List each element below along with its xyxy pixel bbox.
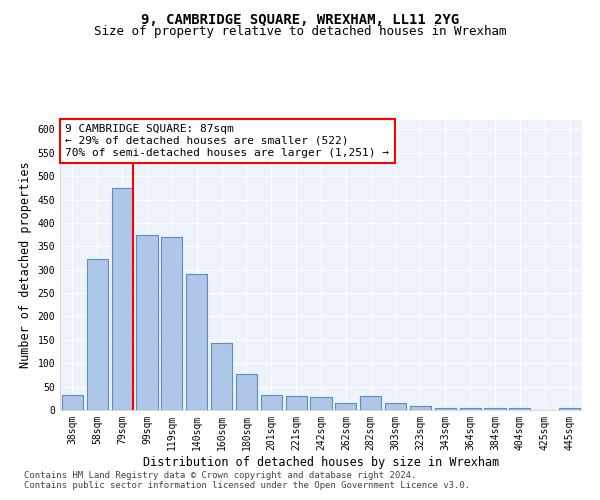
Bar [261,395,282,410]
Bar [310,398,332,410]
Bar [236,374,257,410]
Bar [360,396,381,410]
Text: 9, CAMBRIDGE SQUARE, WREXHAM, LL11 2YG: 9, CAMBRIDGE SQUARE, WREXHAM, LL11 2YG [141,12,459,26]
Text: Contains public sector information licensed under the Open Government Licence v3: Contains public sector information licen… [24,481,470,490]
Bar [286,396,307,410]
Y-axis label: Number of detached properties: Number of detached properties [19,162,32,368]
Text: 9 CAMBRIDGE SQUARE: 87sqm
← 29% of detached houses are smaller (522)
70% of semi: 9 CAMBRIDGE SQUARE: 87sqm ← 29% of detac… [65,124,389,158]
Text: Contains HM Land Registry data © Crown copyright and database right 2024.: Contains HM Land Registry data © Crown c… [24,471,416,480]
Bar [435,408,456,410]
Bar [112,188,133,410]
Bar [410,406,431,410]
Bar [136,234,158,410]
Bar [559,408,580,410]
Text: Size of property relative to detached houses in Wrexham: Size of property relative to detached ho… [94,25,506,38]
Bar [335,402,356,410]
X-axis label: Distribution of detached houses by size in Wrexham: Distribution of detached houses by size … [143,456,499,468]
Bar [460,408,481,410]
Bar [87,260,108,410]
Bar [211,342,232,410]
Bar [62,395,83,410]
Bar [186,274,207,410]
Bar [484,408,506,410]
Bar [509,408,530,410]
Bar [161,237,182,410]
Bar [385,402,406,410]
